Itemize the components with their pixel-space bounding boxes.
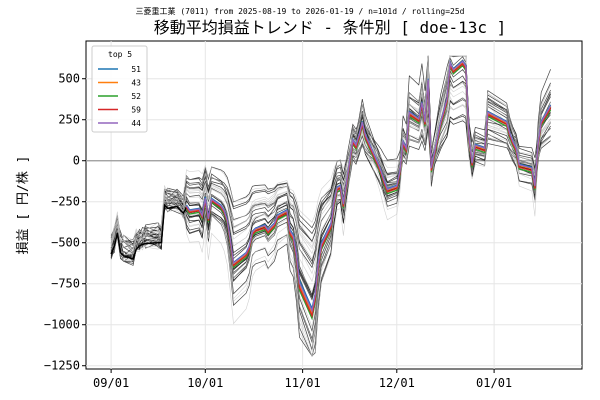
x-tick-label: 10/01 bbox=[187, 376, 223, 390]
x-tick-label: 11/01 bbox=[285, 376, 321, 390]
series-line-44 bbox=[185, 60, 552, 313]
background-line bbox=[110, 55, 551, 353]
legend-label-44: 44 bbox=[131, 119, 141, 128]
y-tick-label: −250 bbox=[51, 195, 80, 209]
legend-title: top 5 bbox=[108, 50, 132, 59]
y-axis-ticks: −1250 −1000 −750 −500 −250 0 250 500 bbox=[44, 72, 86, 373]
x-tick-label: 09/01 bbox=[93, 376, 129, 390]
legend-label-59: 59 bbox=[131, 106, 141, 115]
x-axis-ticks: 09/01 10/01 11/01 12/01 01/01 bbox=[93, 369, 512, 390]
legend-label-51: 51 bbox=[131, 65, 141, 74]
y-tick-label: 250 bbox=[58, 113, 80, 127]
legend-box bbox=[91, 45, 148, 133]
legend-items: 51 43 52 59 44 bbox=[98, 65, 141, 128]
y-tick-label: 0 bbox=[73, 154, 80, 168]
legend: top 5 51 43 52 59 44 bbox=[91, 45, 148, 133]
legend-label-43: 43 bbox=[131, 79, 141, 88]
background-line bbox=[110, 105, 551, 250]
y-tick-label: −500 bbox=[51, 236, 80, 250]
series-lines bbox=[185, 59, 552, 321]
y-axis-label: 損益 [ 円/株 ] bbox=[16, 156, 31, 255]
x-tick-label: 01/01 bbox=[476, 376, 512, 390]
y-tick-label: −1250 bbox=[44, 359, 80, 373]
y-tick-label: 500 bbox=[58, 72, 80, 86]
x-tick-label: 12/01 bbox=[379, 376, 415, 390]
chart-title: 移動平均損益トレンド - 条件別 [ doe-13c ] bbox=[154, 18, 507, 37]
legend-label-52: 52 bbox=[131, 92, 141, 101]
background-line bbox=[110, 81, 551, 283]
chart-suptitle: 三菱重工業 (7011) from 2025-08-19 to 2026-01-… bbox=[136, 6, 465, 16]
y-tick-label: −1000 bbox=[44, 318, 80, 332]
y-tick-label: −750 bbox=[51, 277, 80, 291]
